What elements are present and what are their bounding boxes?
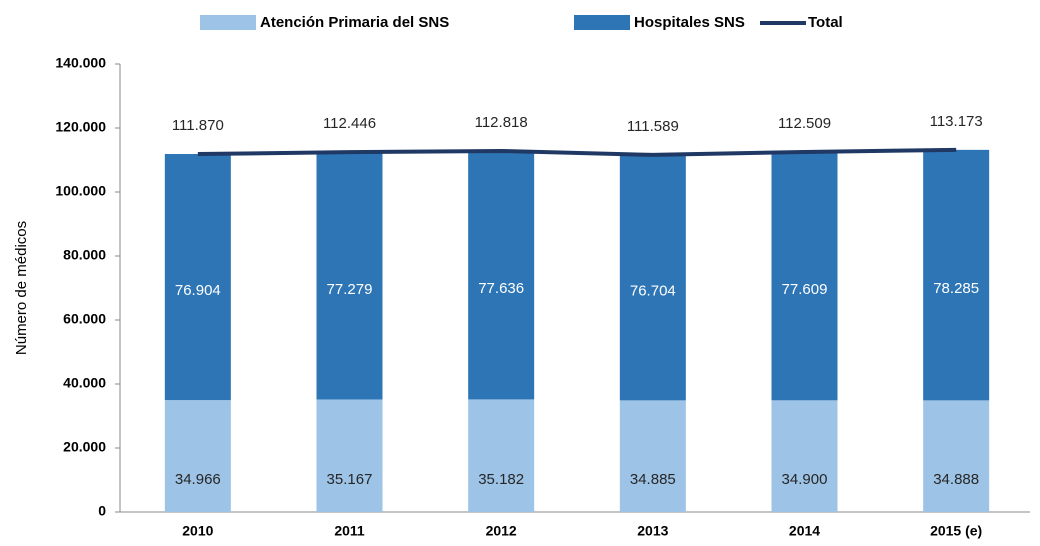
y-tick-label: 80.000 <box>63 247 106 263</box>
y-tick-label: 140.000 <box>55 55 106 71</box>
y-tick-label: 120.000 <box>55 119 106 135</box>
legend-swatch <box>574 15 630 30</box>
bar-segment <box>923 400 990 512</box>
y-tick-label: 0 <box>98 503 106 519</box>
bar-segment <box>619 400 686 512</box>
bar-segment <box>468 150 535 400</box>
value-label: 76.704 <box>630 283 676 300</box>
value-label: 35.182 <box>478 471 524 488</box>
bar-segment <box>468 399 535 512</box>
value-label: 113.173 <box>930 113 983 130</box>
legend-label: Hospitales SNS <box>634 14 745 31</box>
y-tick-label: 20.000 <box>63 439 106 455</box>
x-tick-label: 2010 <box>182 523 213 539</box>
legend-label: Total <box>808 14 843 31</box>
x-tick-label: 2011 <box>334 523 365 539</box>
value-label: 34.900 <box>782 471 828 488</box>
value-label: 78.285 <box>933 280 979 297</box>
legend-label: Atención Primaria del SNS <box>260 14 449 31</box>
y-axis-label: Número de médicos <box>13 221 30 355</box>
bar-segment <box>316 152 383 400</box>
bar-segment <box>771 151 838 401</box>
value-label: 77.636 <box>478 280 524 297</box>
y-tick-label: 60.000 <box>63 311 106 327</box>
total-line <box>197 147 957 157</box>
bar-segment <box>316 399 383 512</box>
value-label: 111.589 <box>627 118 679 135</box>
legend-swatch <box>200 15 256 30</box>
value-label: 76.904 <box>175 282 221 299</box>
value-label: 112.818 <box>475 114 528 131</box>
y-tick-label: 100.000 <box>55 183 106 199</box>
value-label: 111.870 <box>172 117 224 134</box>
value-label: 35.167 <box>327 471 373 488</box>
x-tick-label: 2014 <box>789 523 820 539</box>
y-tick-label: 40.000 <box>63 375 106 391</box>
legend-swatch <box>760 21 806 25</box>
value-label: 34.966 <box>175 471 221 488</box>
value-label: 112.509 <box>778 115 831 132</box>
bar-segment <box>923 149 990 401</box>
bar-segment <box>164 154 231 401</box>
bar-segment <box>771 400 838 512</box>
value-label: 34.885 <box>630 471 676 488</box>
x-tick-label: 2012 <box>486 523 517 539</box>
bar-segment <box>619 154 686 401</box>
value-label: 77.279 <box>327 281 373 298</box>
value-label: 112.446 <box>323 115 376 132</box>
value-label: 34.888 <box>933 471 979 488</box>
bar-segment <box>164 400 231 512</box>
x-tick-label: 2015 (e) <box>930 523 982 539</box>
x-tick-label: 2013 <box>637 523 668 539</box>
value-label: 77.609 <box>782 281 828 298</box>
